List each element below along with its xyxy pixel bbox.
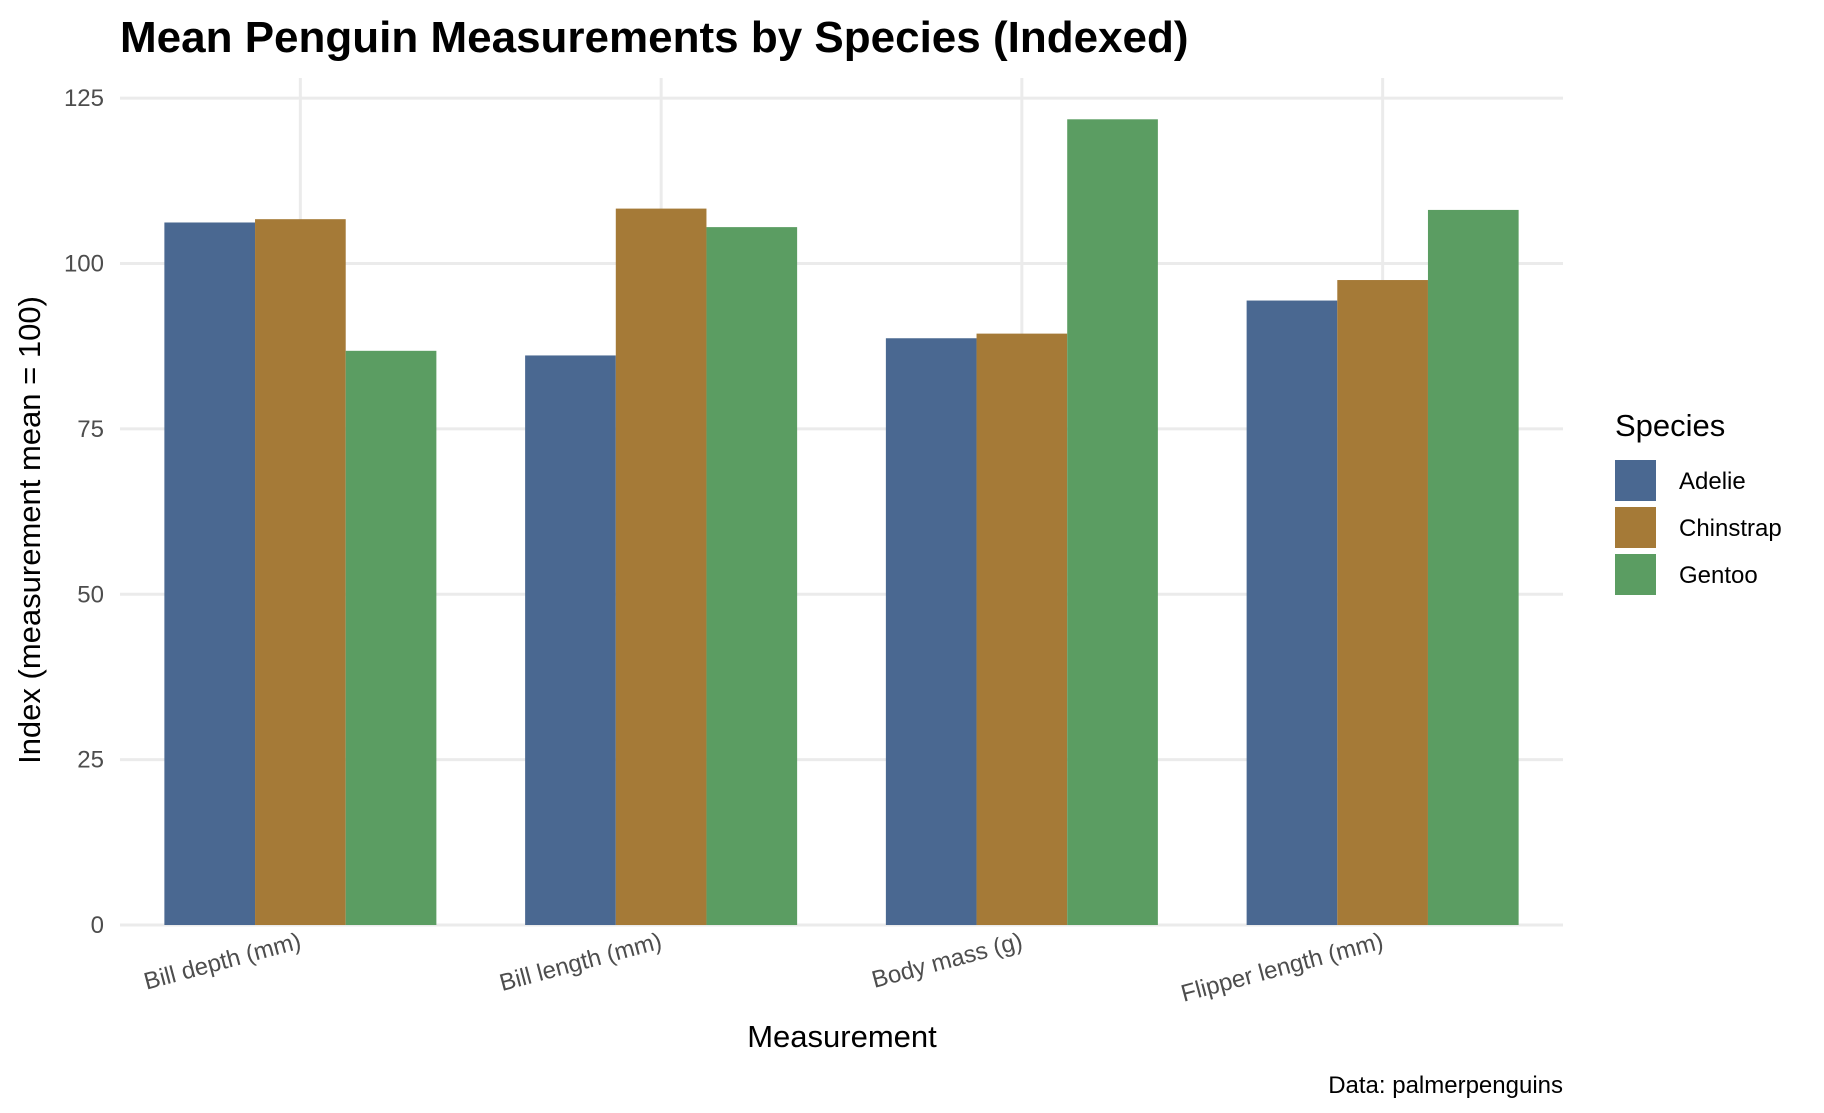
bar-gentoo-4 (1427, 209, 1519, 925)
bar-adelie-3 (885, 338, 977, 925)
legend-label: Gentoo (1679, 562, 1758, 589)
y-tick-label: 125 (64, 85, 104, 112)
y-tick-label: 100 (64, 251, 104, 278)
y-tick-label: 75 (77, 416, 104, 443)
bar-adelie-4 (1246, 300, 1338, 925)
x-tick-label: Bill length (mm) (497, 928, 665, 997)
bar-adelie-2 (525, 355, 616, 925)
bar-adelie-1 (164, 222, 256, 925)
legend-key-gentoo (1615, 554, 1656, 595)
bar-gentoo-2 (706, 227, 798, 925)
bar-chinstrap-3 (976, 333, 1068, 925)
legend-key-adelie (1615, 460, 1656, 501)
y-tick-label: 50 (77, 581, 104, 608)
y-axis-title: Index (measurement mean = 100) (12, 296, 47, 764)
x-tick-label: Flipper length (mm) (1178, 928, 1386, 1008)
caption: Data: palmerpenguins (1328, 1072, 1563, 1099)
legend-title: Species (1615, 408, 1725, 443)
legend-label: Chinstrap (1679, 515, 1782, 542)
chart-title: Mean Penguin Measurements by Species (In… (120, 13, 1189, 62)
legend-label: Adelie (1679, 468, 1746, 495)
y-tick-label: 0 (91, 912, 104, 939)
bar-gentoo-1 (345, 350, 437, 925)
x-tick-labels: Bill depth (mm) Bill length (mm) Body mass… (141, 928, 1386, 1008)
legend-key-chinstrap (1615, 507, 1656, 548)
x-tick-label: Bill depth (mm) (141, 928, 304, 996)
bar-chinstrap-1 (255, 219, 346, 925)
y-tick-label: 25 (77, 747, 104, 774)
legend: Species Adelie Chinstrap Gentoo (1615, 408, 1782, 595)
bars (164, 119, 1519, 926)
y-tick-labels: 0 25 50 75 100 125 (64, 85, 104, 939)
bar-chinstrap-4 (1337, 280, 1428, 926)
bar-gentoo-3 (1067, 119, 1158, 926)
x-axis-title: Measurement (747, 1019, 937, 1054)
bar-chinstrap-2 (615, 208, 707, 925)
x-tick-label: Body mass (g) (869, 928, 1025, 994)
